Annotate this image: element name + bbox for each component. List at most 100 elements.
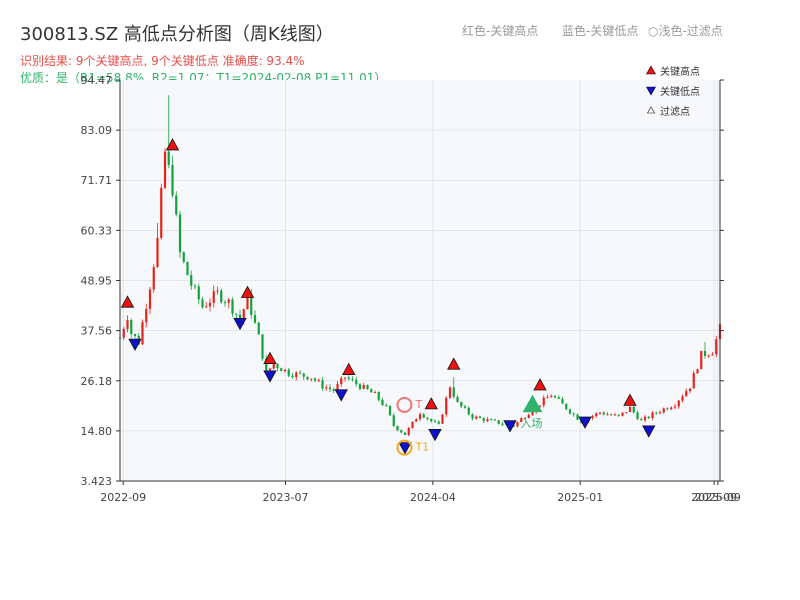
candle-body bbox=[400, 430, 403, 433]
candle-body bbox=[291, 375, 294, 378]
legend-filtered-label: 过滤点 bbox=[660, 105, 690, 118]
grid-lines bbox=[120, 80, 720, 481]
candle-body bbox=[696, 369, 699, 374]
x-tick-label: 2024-04 bbox=[410, 491, 456, 504]
candle-body bbox=[681, 396, 684, 401]
candle-body bbox=[355, 379, 358, 385]
candle-body bbox=[707, 355, 710, 357]
candle-body bbox=[467, 407, 470, 415]
candle-body bbox=[486, 419, 489, 422]
candle-body bbox=[591, 416, 594, 419]
candle-body bbox=[598, 412, 602, 414]
candle-body bbox=[212, 291, 215, 303]
candle-body bbox=[325, 387, 328, 389]
key-high-marker bbox=[342, 362, 356, 375]
candle-body bbox=[490, 419, 493, 421]
candle-body bbox=[152, 267, 155, 290]
candle-body bbox=[182, 252, 185, 262]
candle-body bbox=[700, 350, 703, 370]
candle-body bbox=[636, 412, 639, 420]
axis-ticks: 3.423 14.80 26.18 37.56 48.95 60.33 71.71 83.09… bbox=[81, 74, 741, 504]
y-tick-label: 48.95 bbox=[81, 274, 113, 287]
candle-body bbox=[272, 364, 275, 369]
candle-body bbox=[565, 403, 568, 410]
legend-blue-note: 蓝色-关键低点 bbox=[562, 24, 639, 38]
candle-body bbox=[493, 419, 497, 421]
candle-body bbox=[238, 314, 242, 321]
candle-body bbox=[133, 333, 137, 337]
candle-body bbox=[523, 418, 527, 420]
candle-body bbox=[336, 384, 339, 391]
candle-body bbox=[688, 388, 692, 392]
candle-body bbox=[231, 299, 234, 314]
candle-body bbox=[313, 378, 317, 381]
candle-body bbox=[220, 290, 223, 303]
candle-body bbox=[456, 396, 459, 402]
candle-body bbox=[396, 425, 399, 431]
candle-body bbox=[227, 299, 230, 303]
candle-body bbox=[141, 322, 144, 345]
candle-body bbox=[366, 384, 369, 390]
y-tick-label: 37.56 bbox=[81, 325, 113, 338]
candle-body bbox=[216, 290, 219, 292]
candle-body bbox=[426, 417, 429, 419]
candle-body bbox=[621, 412, 624, 416]
candle-body bbox=[475, 416, 478, 419]
candle-body bbox=[478, 416, 482, 419]
candle-body bbox=[531, 411, 534, 415]
legend-high-marker bbox=[645, 65, 657, 75]
candle-body bbox=[527, 414, 530, 419]
key-high-marker bbox=[533, 378, 547, 391]
y-tick-label: 14.80 bbox=[81, 425, 113, 438]
y-tick-label: 26.18 bbox=[81, 375, 113, 388]
candle-body bbox=[242, 309, 245, 321]
candle-body bbox=[673, 406, 677, 408]
t1-label: T1 bbox=[414, 441, 429, 454]
x-tick-label: 2023-07 bbox=[263, 491, 309, 504]
candle-body bbox=[246, 293, 249, 310]
result-summary: 识别结果: 9个关键高点, 9个关键低点 准确度: 93.4% bbox=[20, 54, 305, 68]
x-tick-label: 2025-09 bbox=[695, 491, 741, 504]
candle-body bbox=[223, 302, 227, 304]
candle-body bbox=[445, 397, 448, 415]
key-low-marker bbox=[578, 416, 592, 429]
candle-body bbox=[561, 398, 564, 404]
candle-body bbox=[197, 286, 200, 300]
key-high-marker bbox=[447, 357, 461, 370]
candle-body bbox=[576, 414, 579, 420]
candle-body bbox=[516, 421, 519, 427]
candle-body bbox=[625, 412, 628, 414]
candle-body bbox=[512, 425, 515, 427]
key-high-marker bbox=[623, 393, 637, 406]
key-low-marker bbox=[398, 442, 412, 455]
candle-body bbox=[677, 400, 680, 407]
candle-body bbox=[610, 414, 613, 416]
x-tick-label: 2025-01 bbox=[557, 491, 603, 504]
candle-body bbox=[670, 407, 673, 410]
candle-body bbox=[520, 418, 523, 422]
candle-body bbox=[265, 358, 268, 371]
candle-body bbox=[381, 399, 384, 406]
y-tick-label: 83.09 bbox=[81, 124, 113, 137]
key-high-marker bbox=[424, 397, 438, 410]
candle-body bbox=[295, 372, 298, 378]
candle-body bbox=[167, 151, 170, 165]
candle-body bbox=[377, 391, 380, 400]
candle-body bbox=[643, 416, 647, 421]
entry-marker bbox=[522, 394, 543, 413]
candle-body bbox=[283, 369, 287, 372]
candle-body bbox=[411, 421, 414, 428]
candle-body bbox=[171, 164, 174, 196]
candle-body bbox=[632, 406, 635, 413]
candle-body bbox=[392, 415, 395, 426]
candle-body bbox=[193, 285, 197, 287]
candle-body bbox=[538, 405, 542, 407]
candle-body bbox=[343, 377, 347, 379]
candle-body bbox=[145, 308, 148, 323]
candle-body bbox=[542, 397, 545, 406]
candle-body bbox=[328, 387, 332, 390]
candle-body bbox=[550, 395, 553, 398]
candle-body bbox=[351, 378, 354, 380]
candle-body bbox=[647, 416, 650, 419]
